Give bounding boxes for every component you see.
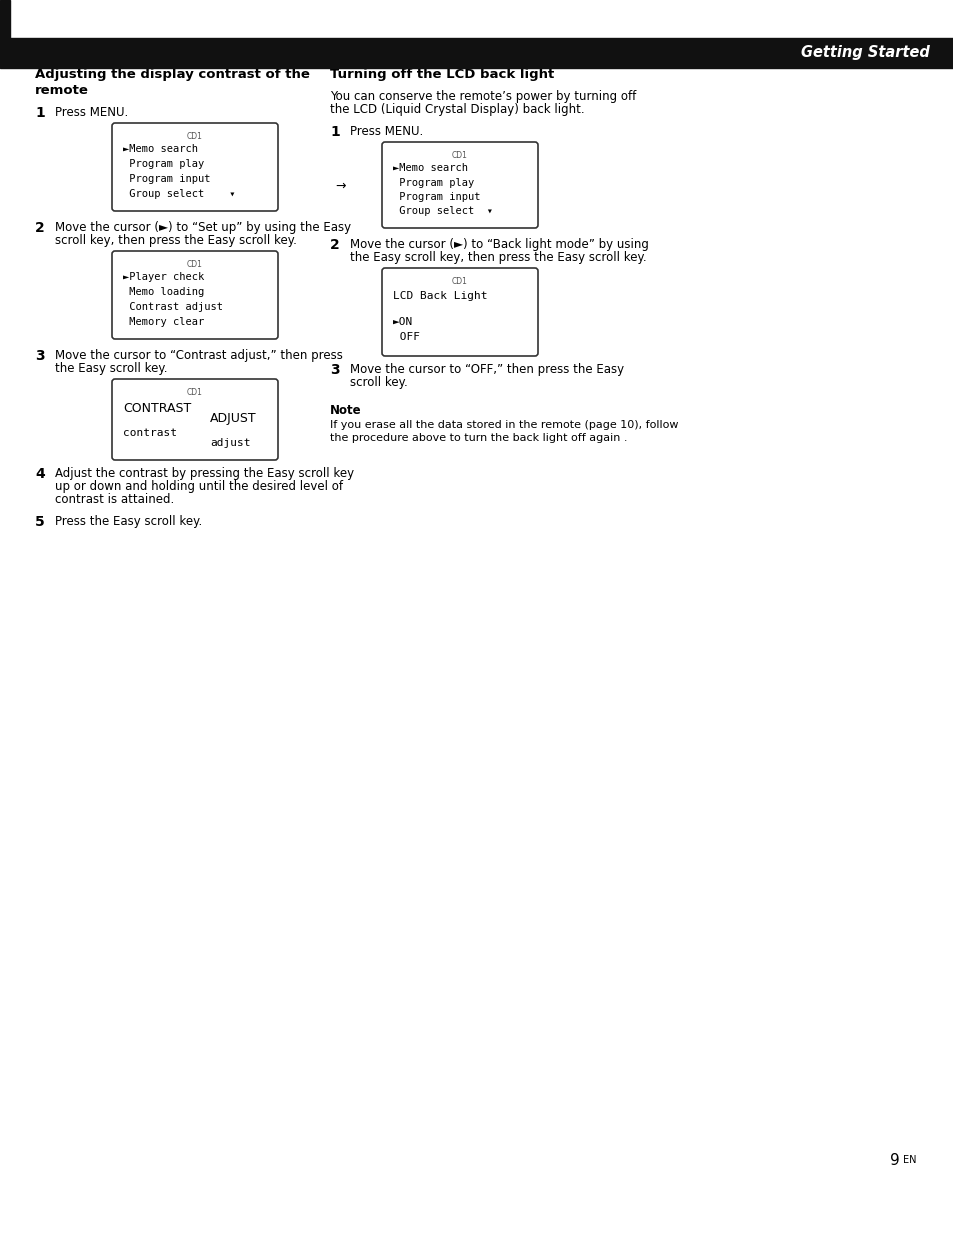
Text: Move the cursor (►) to “Set up” by using the Easy: Move the cursor (►) to “Set up” by using… <box>55 221 351 234</box>
Text: CONTRAST: CONTRAST <box>123 402 191 416</box>
Text: Move the cursor (►) to “Back light mode” by using: Move the cursor (►) to “Back light mode”… <box>350 238 648 252</box>
Text: Press MENU.: Press MENU. <box>55 106 128 120</box>
Bar <box>0 0 10 38</box>
Text: Program play: Program play <box>393 178 474 187</box>
Text: the LCD (Liquid Crystal Display) back light.: the LCD (Liquid Crystal Display) back li… <box>330 104 584 116</box>
Text: the procedure above to turn the back light off again .: the procedure above to turn the back lig… <box>330 433 627 443</box>
FancyBboxPatch shape <box>381 142 537 228</box>
FancyBboxPatch shape <box>381 268 537 356</box>
Text: 5: 5 <box>35 515 45 529</box>
Text: scroll key.: scroll key. <box>350 376 407 388</box>
Text: 2: 2 <box>35 221 45 236</box>
Text: Move the cursor to “OFF,” then press the Easy: Move the cursor to “OFF,” then press the… <box>350 363 623 376</box>
Text: CD1: CD1 <box>187 260 203 269</box>
Text: Press the Easy scroll key.: Press the Easy scroll key. <box>55 515 202 528</box>
FancyBboxPatch shape <box>112 379 277 460</box>
Text: 9: 9 <box>889 1153 899 1168</box>
Text: the Easy scroll key, then press the Easy scroll key.: the Easy scroll key, then press the Easy… <box>350 252 646 264</box>
Text: Memo loading: Memo loading <box>123 287 204 297</box>
Text: contrast: contrast <box>123 428 177 438</box>
Text: remote: remote <box>35 84 89 97</box>
Text: ►Player check: ►Player check <box>123 272 204 282</box>
Text: ADJUST: ADJUST <box>210 412 256 425</box>
Text: 1: 1 <box>330 125 339 139</box>
Text: ►ON: ►ON <box>393 317 413 327</box>
Text: EN: EN <box>902 1155 916 1165</box>
Bar <box>0 38 953 68</box>
Text: Program input: Program input <box>393 192 480 202</box>
Text: Group select  ▾: Group select ▾ <box>393 206 493 217</box>
Text: Press MENU.: Press MENU. <box>350 125 423 138</box>
Text: Contrast adjust: Contrast adjust <box>123 302 223 312</box>
Text: Program play: Program play <box>123 159 204 169</box>
Text: Group select    ▾: Group select ▾ <box>123 189 235 199</box>
FancyBboxPatch shape <box>112 123 277 211</box>
Text: Turning off the LCD back light: Turning off the LCD back light <box>330 68 554 81</box>
FancyBboxPatch shape <box>112 252 277 339</box>
Text: Memory clear: Memory clear <box>123 317 204 327</box>
Text: You can conserve the remote’s power by turning off: You can conserve the remote’s power by t… <box>330 90 636 104</box>
Text: Adjusting the display contrast of the: Adjusting the display contrast of the <box>35 68 310 81</box>
Text: CD1: CD1 <box>452 150 468 160</box>
Text: 1: 1 <box>35 106 45 120</box>
Text: ►Memo search: ►Memo search <box>393 163 468 173</box>
Text: Program input: Program input <box>123 174 211 184</box>
Text: up or down and holding until the desired level of: up or down and holding until the desired… <box>55 480 343 493</box>
Text: 2: 2 <box>330 238 339 252</box>
Text: If you erase all the data stored in the remote (page 10), follow: If you erase all the data stored in the … <box>330 420 678 430</box>
Text: Adjust the contrast by pressing the Easy scroll key: Adjust the contrast by pressing the Easy… <box>55 467 354 480</box>
Text: Note: Note <box>330 404 361 417</box>
Text: ►Memo search: ►Memo search <box>123 144 198 154</box>
Text: →: → <box>335 180 345 194</box>
Text: scroll key, then press the Easy scroll key.: scroll key, then press the Easy scroll k… <box>55 234 296 247</box>
Text: CD1: CD1 <box>187 132 203 141</box>
Text: CD1: CD1 <box>452 277 468 286</box>
Text: 4: 4 <box>35 467 45 481</box>
Text: OFF: OFF <box>393 332 419 342</box>
Text: 3: 3 <box>330 363 339 377</box>
Text: adjust: adjust <box>210 438 251 448</box>
Text: CD1: CD1 <box>187 388 203 397</box>
Text: Getting Started: Getting Started <box>801 46 929 60</box>
Text: 3: 3 <box>35 349 45 363</box>
Text: LCD Back Light: LCD Back Light <box>393 291 487 301</box>
Text: the Easy scroll key.: the Easy scroll key. <box>55 363 168 375</box>
Text: Move the cursor to “Contrast adjust,” then press: Move the cursor to “Contrast adjust,” th… <box>55 349 342 363</box>
Text: contrast is attained.: contrast is attained. <box>55 493 174 506</box>
